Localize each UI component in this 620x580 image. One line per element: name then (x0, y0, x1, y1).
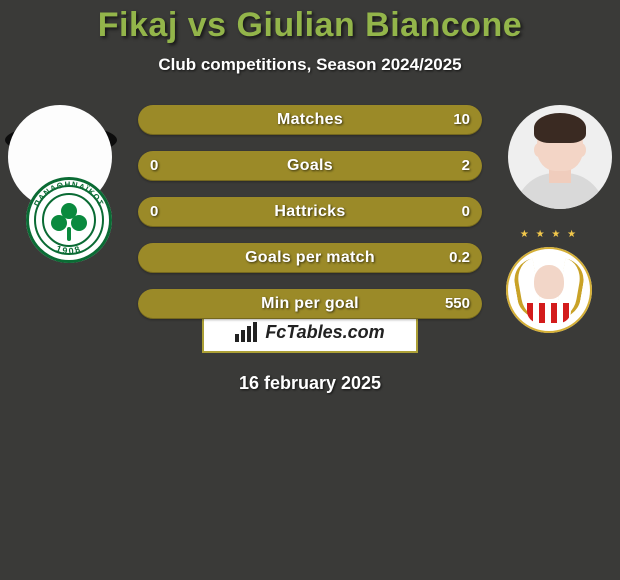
stat-label: Min per goal (261, 295, 359, 313)
stat-bars: Matches 10 0 Goals 2 0 Hattricks 0 Goals… (138, 105, 482, 335)
club-stars-icon: ★ ★ ★ ★ (506, 229, 592, 240)
player2-avatar (508, 105, 612, 209)
comparison-card: Fikaj vs Giulian Biancone Club competiti… (0, 0, 620, 580)
stat-right-value: 10 (453, 105, 470, 135)
svg-text:1908: 1908 (55, 243, 84, 256)
stat-label: Goals per match (245, 249, 375, 267)
stat-row-goals: 0 Goals 2 (138, 151, 482, 181)
stat-row-goals-per-match: Goals per match 0.2 (138, 243, 482, 273)
player2-club-logo: ★ ★ ★ ★ (506, 235, 592, 321)
title-player2: Giulian Biancone (237, 6, 523, 44)
stat-right-value: 2 (462, 151, 470, 181)
olympiacos-logo-icon (506, 247, 592, 333)
footer-date: 16 february 2025 (0, 373, 620, 394)
stat-row-hattricks: 0 Hattricks 0 (138, 197, 482, 227)
player1-club-logo: ΠΑΝΑΘΗΝΑΪΚΟΣ 1908 (26, 177, 112, 263)
stat-label: Goals (287, 157, 333, 175)
stat-row-min-per-goal: Min per goal 550 (138, 289, 482, 319)
stat-left-value: 0 (150, 151, 158, 181)
title-player1: Fikaj (98, 6, 178, 44)
stat-right-value: 0.2 (449, 243, 470, 273)
stat-left-value: 0 (150, 197, 158, 227)
stat-label: Hattricks (274, 203, 345, 221)
title-vs: vs (188, 6, 227, 44)
page-title: Fikaj vs Giulian Biancone (0, 0, 620, 45)
crest-text-icon: ΠΑΝΑΘΗΝΑΪΚΟΣ 1908 (26, 177, 112, 263)
stat-right-value: 0 (462, 197, 470, 227)
stat-right-value: 550 (445, 289, 470, 319)
stat-row-matches: Matches 10 (138, 105, 482, 135)
panathinaikos-logo-icon: ΠΑΝΑΘΗΝΑΪΚΟΣ 1908 (26, 177, 112, 263)
subtitle: Club competitions, Season 2024/2025 (0, 55, 620, 75)
stat-label: Matches (277, 111, 343, 129)
